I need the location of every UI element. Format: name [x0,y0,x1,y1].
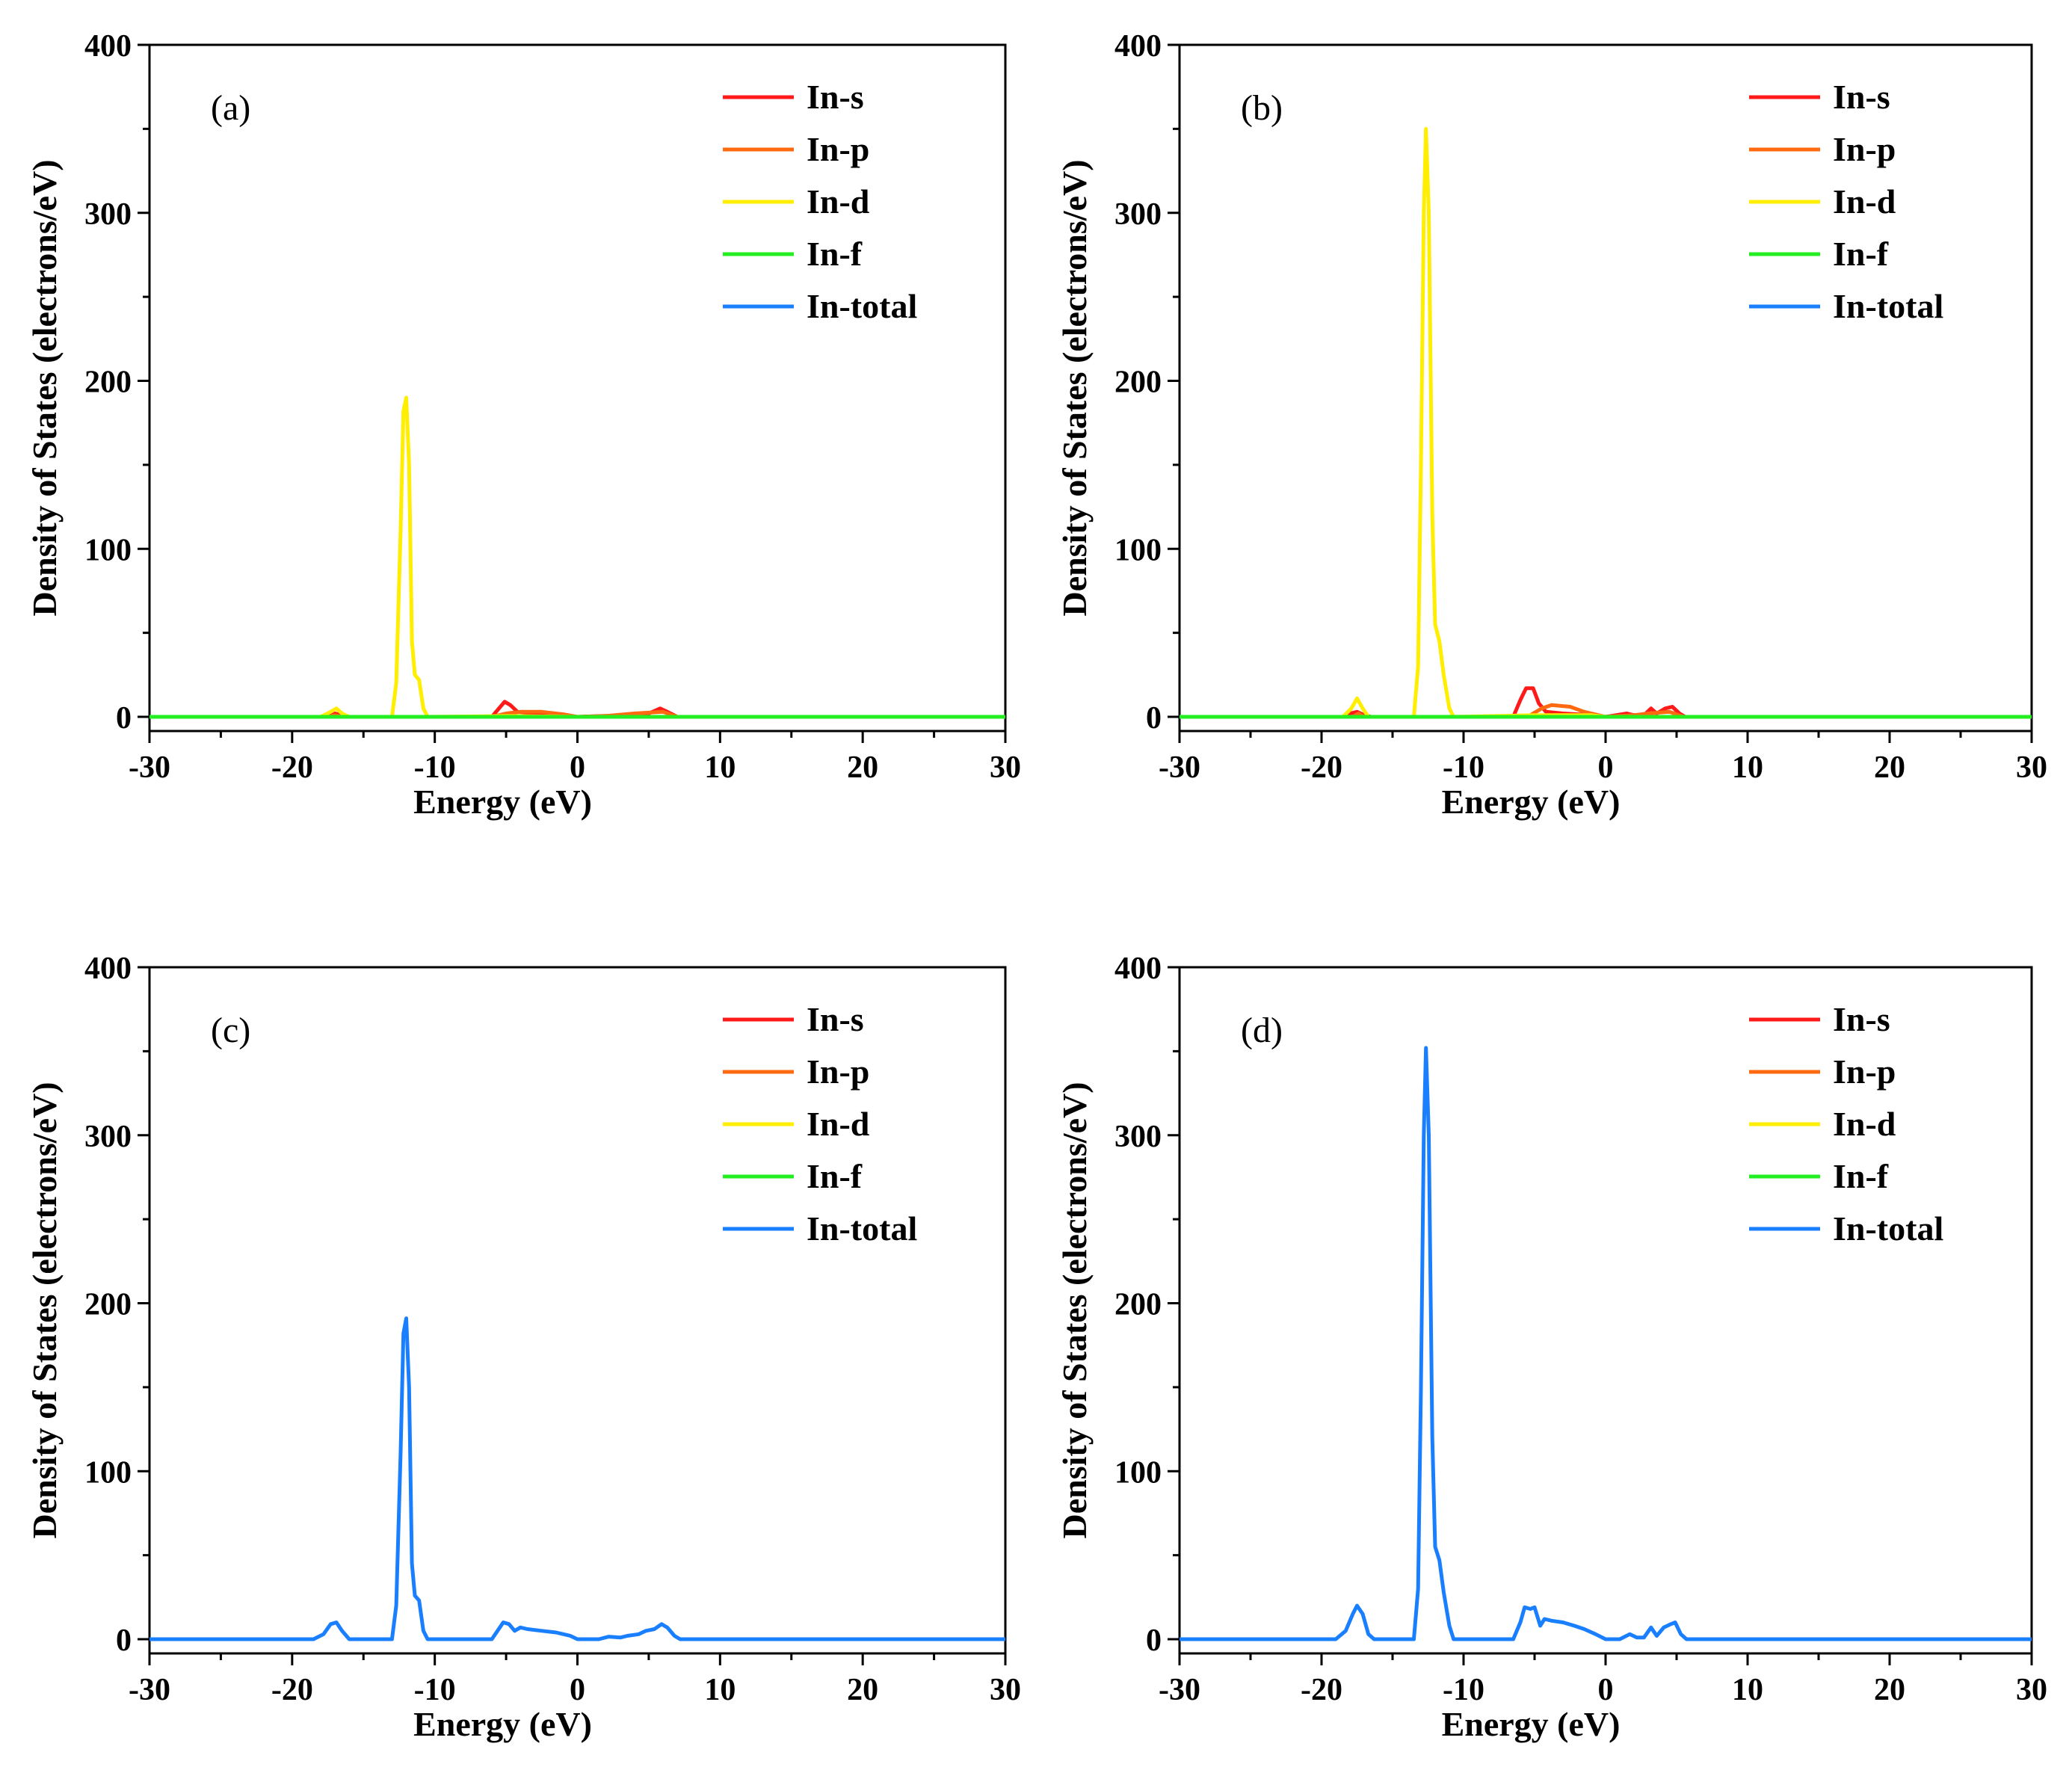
x-tick-label: -30 [129,1673,170,1707]
y-tick-label: 400 [84,952,132,986]
x-tick-label: -20 [271,1673,313,1707]
x-tick-label: -10 [1443,1673,1484,1707]
plot-frame [1178,43,2033,733]
legend-label: In-p [807,130,869,168]
legend-label: In-d [1833,182,1896,221]
legend-label: In-total [807,287,917,325]
y-tick-label: 200 [1114,366,1162,400]
x-axis-title: Energy (eV) [1442,783,1621,821]
x-tick-label: 0 [570,750,585,785]
series-line-in-total [149,1316,1005,1641]
panel-label: (c) [211,1011,250,1050]
y-axis-title: Density of States (electrons/eV) [25,1082,64,1538]
panel-label: (d) [1241,1011,1283,1050]
x-tick-label: 20 [847,1673,878,1707]
x-tick-label: 30 [2016,750,2047,785]
y-tick-label: 300 [84,1120,132,1154]
series-group [1180,126,2032,719]
y-tick-label: 200 [84,366,132,400]
plot-frame [148,43,1007,733]
legend-label: In-d [807,182,870,221]
y-tick-label: 400 [84,29,132,64]
x-tick-label: 20 [847,750,878,785]
legend-label: In-f [1833,235,1889,273]
series-group [1180,1046,2032,1641]
y-tick-label: 400 [1114,952,1162,986]
x-axis-title: Energy (eV) [413,1705,592,1743]
x-tick-label: -20 [271,750,313,785]
legend-label: In-p [1833,1052,1896,1091]
legend-label: In-s [807,78,864,116]
y-axis-title: Density of States (electrons/eV) [1055,1082,1094,1538]
legend-label: In-f [807,235,863,273]
legend-label: In-d [1833,1105,1896,1143]
series-group [149,1316,1005,1641]
x-tick-label: 20 [1874,1673,1905,1707]
x-tick-label: 30 [990,1673,1021,1707]
y-tick-label: 200 [1114,1288,1162,1322]
y-tick-label: 300 [1114,197,1162,232]
legend-label: In-f [807,1157,863,1195]
x-tick-label: -30 [1159,750,1200,785]
x-tick-label: 0 [1598,1673,1614,1707]
x-tick-label: -10 [1443,750,1484,785]
legend-label: In-s [1833,1000,1890,1038]
legend-label: In-total [1833,1209,1943,1248]
x-tick-label: 30 [2016,1673,2047,1707]
y-tick-label: 100 [1114,1455,1162,1490]
x-tick-label: -10 [414,750,456,785]
x-tick-label: 10 [1732,750,1763,785]
legend-label: In-d [807,1105,870,1143]
series-line-in-s [1180,686,2032,719]
series-group [149,395,1005,719]
x-tick-label: 10 [704,1673,736,1707]
y-tick-label: 400 [1114,29,1162,64]
y-tick-label: 0 [1146,1624,1162,1658]
x-tick-label: 10 [704,750,736,785]
legend-label: In-total [807,1209,917,1248]
series-line-in-d [1180,126,2032,719]
legend-label: In-total [1833,287,1943,325]
y-tick-label: 0 [1146,701,1162,736]
x-tick-label: -20 [1301,1673,1342,1707]
y-axis-title: Density of States (electrons/eV) [25,159,64,616]
legend-label: In-f [1833,1157,1889,1195]
legend-label: In-s [807,1000,864,1038]
series-line-in-s [149,700,1005,719]
panel-label: (a) [211,88,250,128]
x-tick-label: 0 [570,1673,585,1707]
plot-frame [148,966,1007,1655]
legend-label: In-p [1833,130,1896,168]
x-axis-title: Energy (eV) [413,783,592,821]
x-tick-label: 20 [1874,750,1905,785]
series-line-in-d [149,395,1005,719]
y-axis-title: Density of States (electrons/eV) [1055,159,1094,616]
x-tick-label: 10 [1732,1673,1763,1707]
y-tick-label: 0 [116,1624,132,1658]
y-tick-label: 100 [84,1455,132,1490]
y-tick-label: 300 [1114,1120,1162,1154]
y-tick-label: 200 [84,1288,132,1322]
plot-frame [1178,966,2033,1655]
x-tick-label: -30 [1159,1673,1200,1707]
y-tick-label: 100 [84,533,132,567]
legend-label: In-p [807,1052,869,1091]
x-tick-label: 0 [1598,750,1614,785]
y-tick-label: 0 [116,701,132,736]
x-tick-label: 30 [990,750,1021,785]
x-tick-label: -20 [1301,750,1342,785]
x-tick-label: -30 [129,750,170,785]
x-tick-label: -10 [414,1673,456,1707]
legend-label: In-s [1833,78,1890,116]
y-tick-label: 300 [84,197,132,232]
x-axis-title: Energy (eV) [1442,1705,1621,1743]
y-tick-label: 100 [1114,533,1162,567]
panel-label: (b) [1241,88,1283,128]
series-line-in-total [1180,1046,2032,1641]
